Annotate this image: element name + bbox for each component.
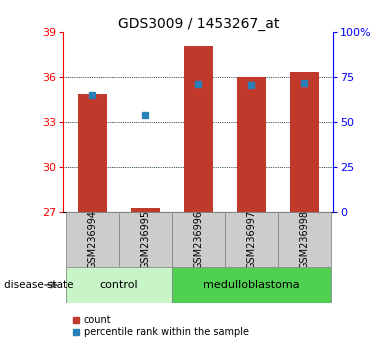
Bar	[66, 212, 119, 267]
Text: medulloblastoma: medulloblastoma	[203, 280, 300, 290]
Legend: count, percentile rank within the sample: count, percentile rank within the sample	[68, 311, 252, 341]
Bar	[172, 212, 225, 267]
Text: GSM236995: GSM236995	[140, 210, 150, 269]
Text: GSM236997: GSM236997	[246, 210, 256, 269]
Bar	[78, 94, 107, 212]
Bar	[278, 212, 331, 267]
Text: GSM236994: GSM236994	[87, 210, 97, 269]
Text: GSM236996: GSM236996	[193, 210, 203, 269]
Bar	[225, 212, 278, 267]
Text: disease state: disease state	[4, 280, 73, 290]
Text: control: control	[100, 280, 138, 290]
Bar	[237, 77, 266, 212]
Bar	[66, 267, 172, 303]
Bar	[290, 73, 319, 212]
Bar	[119, 212, 172, 267]
Bar	[131, 208, 160, 212]
Title: GDS3009 / 1453267_at: GDS3009 / 1453267_at	[118, 17, 279, 31]
Text: GSM236998: GSM236998	[299, 210, 309, 269]
Bar	[183, 46, 213, 212]
Bar	[172, 267, 331, 303]
